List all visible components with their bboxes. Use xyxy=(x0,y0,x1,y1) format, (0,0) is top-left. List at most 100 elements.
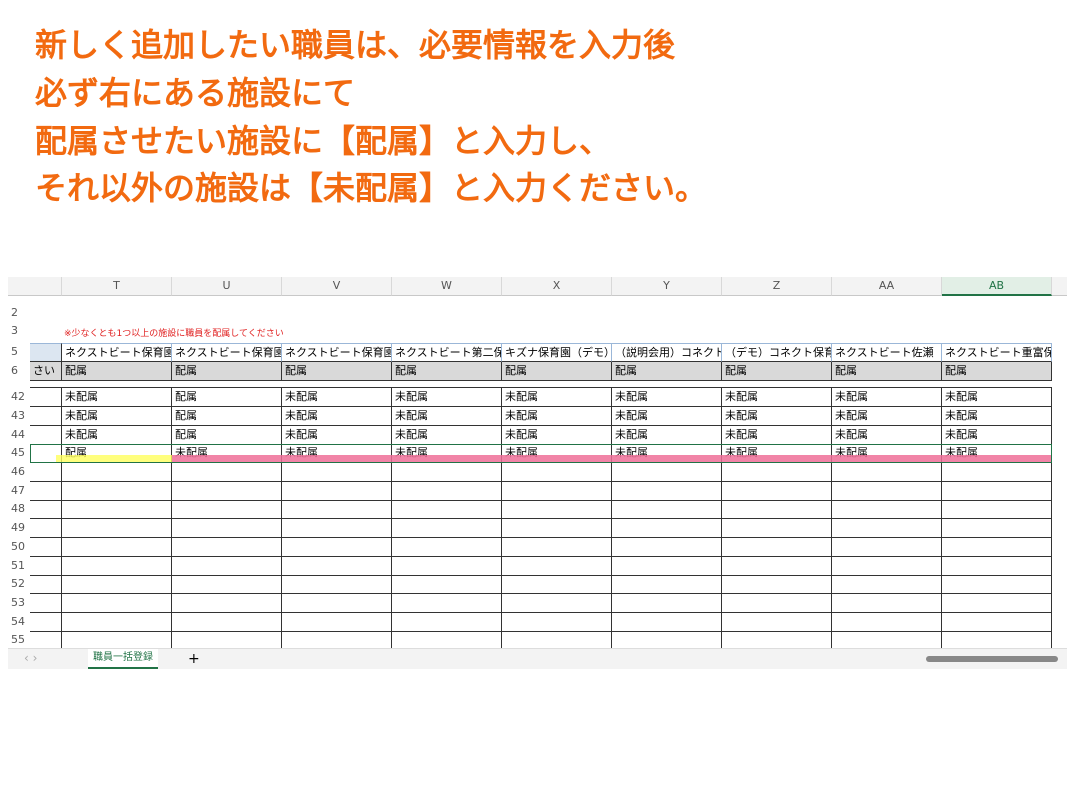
cell: 未配属 xyxy=(62,407,172,426)
cell: 未配属 xyxy=(722,407,832,426)
cell xyxy=(942,481,1052,501)
cell xyxy=(30,463,62,482)
row-number: 6 xyxy=(11,364,18,377)
cell xyxy=(282,556,392,576)
row-number: 54 xyxy=(11,614,25,628)
cell xyxy=(832,537,942,557)
cell: 未配属 xyxy=(62,426,172,445)
column-header: W xyxy=(392,277,502,296)
cell: ネクストビート保育園 xyxy=(62,343,172,362)
cell xyxy=(62,537,172,557)
cell: 未配属 xyxy=(282,426,392,445)
cell xyxy=(30,537,62,557)
cell xyxy=(172,575,282,595)
column-header: V xyxy=(282,277,392,296)
cell xyxy=(282,481,392,501)
cell xyxy=(282,519,392,539)
cell: 配属 xyxy=(612,362,722,381)
cell: 未配属 xyxy=(502,407,612,426)
row-number: 51 xyxy=(11,558,25,572)
cell: 未配属 xyxy=(612,388,722,407)
cell xyxy=(62,500,172,520)
cell xyxy=(722,519,832,539)
cell xyxy=(30,519,62,539)
corner xyxy=(8,277,62,296)
add-sheet[interactable]: + xyxy=(188,651,200,667)
cell xyxy=(612,575,722,595)
cell xyxy=(722,556,832,576)
cell xyxy=(722,481,832,501)
cell xyxy=(62,593,172,613)
column-header: U xyxy=(172,277,282,296)
row-number: 45 xyxy=(11,446,25,459)
cell xyxy=(612,593,722,613)
cell: 未配属 xyxy=(942,388,1052,407)
instruction: それ以外の施設は【未配属】と入力ください。 xyxy=(35,169,708,207)
cell xyxy=(942,500,1052,520)
cell xyxy=(612,612,722,632)
row-number: 53 xyxy=(11,595,25,609)
cell xyxy=(942,556,1052,576)
row-number: 55 xyxy=(11,633,25,647)
row-number: 5 xyxy=(11,345,18,358)
cell: 未配属 xyxy=(722,388,832,407)
cell: 配属 xyxy=(172,426,282,445)
nav-arrows: ‹ › xyxy=(24,651,38,665)
cell xyxy=(30,556,62,576)
cell xyxy=(722,500,832,520)
cell xyxy=(172,463,282,482)
cell xyxy=(30,575,62,595)
cell xyxy=(282,612,392,632)
cell xyxy=(832,612,942,632)
cell xyxy=(392,612,502,632)
cell xyxy=(502,537,612,557)
cell xyxy=(30,426,62,445)
cell xyxy=(392,593,502,613)
cell xyxy=(30,407,62,426)
cell: 未配属 xyxy=(392,388,502,407)
cell: 配属 xyxy=(502,362,612,381)
cell xyxy=(30,388,62,407)
cell xyxy=(62,575,172,595)
cell: ネクストビート保育園 xyxy=(172,343,282,362)
cell: ネクストビート保育園 xyxy=(282,343,392,362)
row-number: 49 xyxy=(11,521,25,535)
cell: さい xyxy=(30,362,62,381)
cell xyxy=(62,519,172,539)
cell xyxy=(392,575,502,595)
cell xyxy=(612,500,722,520)
cell xyxy=(942,463,1052,482)
cell: 未配属 xyxy=(282,407,392,426)
cell xyxy=(172,500,282,520)
cell: 未配属 xyxy=(392,426,502,445)
cell xyxy=(612,481,722,501)
cell: 未配属 xyxy=(832,407,942,426)
row-number: 52 xyxy=(11,577,25,591)
cell xyxy=(722,463,832,482)
cell: 配属 xyxy=(172,362,282,381)
column-header: Z xyxy=(722,277,832,296)
cell xyxy=(832,519,942,539)
cell xyxy=(942,537,1052,557)
cell: 未配属 xyxy=(502,388,612,407)
sheet-tab[interactable]: 職員一括登録 xyxy=(88,649,158,669)
cell: （説明会用）コネクト xyxy=(612,343,722,362)
cell xyxy=(392,556,502,576)
cell: ネクストビート第二保 xyxy=(392,343,502,362)
cell xyxy=(832,575,942,595)
cell xyxy=(62,481,172,501)
selection xyxy=(30,444,1052,463)
row-number: 46 xyxy=(11,465,25,478)
cell xyxy=(502,519,612,539)
row-number: 43 xyxy=(11,409,25,422)
note: ※少なくとも1つ以上の施設に職員を配属してください xyxy=(64,329,284,339)
cell xyxy=(832,463,942,482)
column-header: X xyxy=(502,277,612,296)
column-header: T xyxy=(62,277,172,296)
cell xyxy=(832,481,942,501)
cell xyxy=(832,500,942,520)
cell: 未配属 xyxy=(62,388,172,407)
cell xyxy=(30,612,62,632)
cell xyxy=(502,500,612,520)
